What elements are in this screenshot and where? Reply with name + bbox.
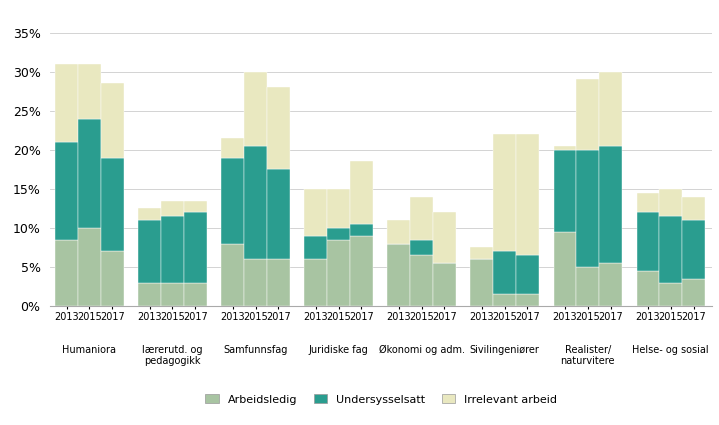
Bar	[636, 193, 659, 212]
Bar	[161, 283, 184, 306]
Bar	[516, 255, 539, 294]
Bar	[304, 189, 327, 236]
Bar	[411, 197, 433, 240]
Bar	[55, 142, 78, 240]
Bar	[599, 263, 622, 306]
Bar	[599, 146, 622, 263]
Bar	[554, 150, 577, 232]
Bar	[577, 79, 599, 150]
Bar	[470, 259, 493, 306]
Text: Samfunnsfag: Samfunnsfag	[224, 345, 288, 355]
Bar	[138, 220, 161, 283]
Bar	[161, 216, 184, 283]
Bar	[78, 228, 101, 306]
Bar	[470, 247, 493, 259]
Bar	[184, 212, 206, 283]
Bar	[350, 236, 372, 306]
Bar	[493, 134, 516, 251]
Bar	[599, 72, 622, 146]
Bar	[78, 119, 101, 228]
Bar	[327, 240, 350, 306]
Bar	[101, 83, 124, 158]
Bar	[516, 134, 539, 255]
Bar	[221, 138, 244, 158]
Text: Realister/
naturvitere: Realister/ naturvitere	[561, 345, 615, 366]
Bar	[659, 216, 682, 283]
Bar	[55, 240, 78, 306]
Bar	[138, 208, 161, 220]
Bar	[433, 263, 456, 306]
Bar	[101, 251, 124, 306]
Bar	[493, 294, 516, 306]
Text: Økonomi og adm.: Økonomi og adm.	[379, 345, 464, 355]
Text: Helse- og sosial: Helse- og sosial	[633, 345, 709, 355]
Bar	[138, 283, 161, 306]
Bar	[101, 158, 124, 251]
Bar	[682, 220, 705, 279]
Bar	[327, 228, 350, 240]
Bar	[267, 87, 290, 169]
Bar	[636, 212, 659, 271]
Bar	[244, 72, 267, 146]
Text: Sivilingeniører: Sivilingeniører	[470, 345, 539, 355]
Bar	[411, 240, 433, 255]
Bar	[682, 197, 705, 220]
Bar	[304, 259, 327, 306]
Bar	[161, 201, 184, 216]
Bar	[78, 64, 101, 119]
Bar	[244, 146, 267, 259]
Bar	[659, 283, 682, 306]
Bar	[433, 212, 456, 263]
Bar	[221, 244, 244, 306]
Bar	[577, 267, 599, 306]
Bar	[221, 158, 244, 244]
Bar	[267, 169, 290, 259]
Legend: Arbeidsledig, Undersysselsatt, Irrelevant arbeid: Arbeidsledig, Undersysselsatt, Irrelevan…	[200, 389, 562, 410]
Bar	[659, 189, 682, 216]
Bar	[244, 259, 267, 306]
Bar	[350, 224, 372, 236]
Bar	[184, 201, 206, 212]
Bar	[55, 64, 78, 142]
Text: Juridiske fag: Juridiske fag	[308, 345, 368, 355]
Bar	[184, 283, 206, 306]
Text: lærerutd. og
pedagogikk: lærerutd. og pedagogikk	[142, 345, 203, 366]
Bar	[636, 271, 659, 306]
Bar	[577, 150, 599, 267]
Bar	[516, 294, 539, 306]
Bar	[554, 146, 577, 150]
Bar	[554, 232, 577, 306]
Bar	[267, 259, 290, 306]
Bar	[493, 251, 516, 294]
Bar	[388, 220, 411, 244]
Bar	[327, 189, 350, 228]
Bar	[682, 279, 705, 306]
Bar	[350, 162, 372, 224]
Bar	[388, 244, 411, 306]
Bar	[304, 236, 327, 259]
Bar	[411, 255, 433, 306]
Text: Humaniora: Humaniora	[63, 345, 116, 355]
